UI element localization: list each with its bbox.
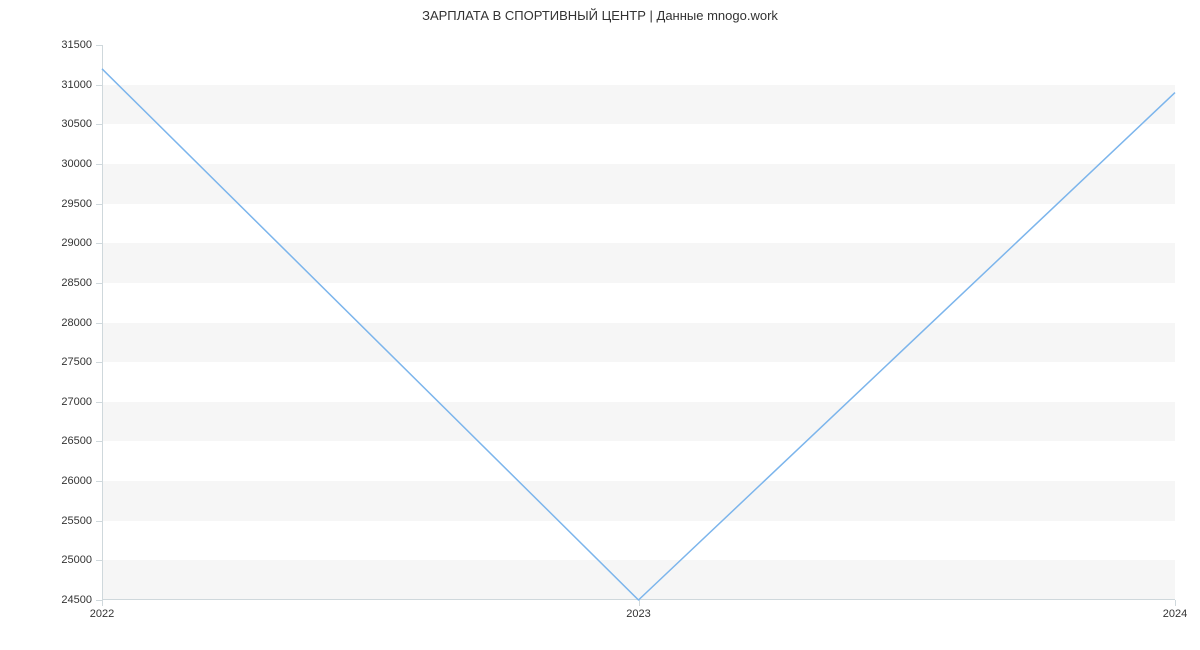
chart-title: ЗАРПЛАТА В СПОРТИВНЫЙ ЦЕНТР | Данные mno… [0,8,1200,23]
chart-area: 2450025000255002600026500270002750028000… [102,45,1175,600]
x-tick [102,600,103,606]
y-tick-label: 26500 [61,435,92,447]
y-tick-label: 25500 [61,515,92,527]
y-tick-label: 30000 [61,158,92,170]
x-tick [1175,600,1176,606]
y-tick-label: 25000 [61,554,92,566]
x-tick-label: 2024 [1163,608,1187,620]
y-tick-label: 24500 [61,594,92,606]
series-line [102,45,1175,600]
y-tick-label: 27000 [61,396,92,408]
y-tick-label: 26000 [61,475,92,487]
y-tick-label: 30500 [61,118,92,130]
y-tick-label: 29000 [61,237,92,249]
x-tick [639,600,640,606]
y-tick-label: 27500 [61,356,92,368]
x-tick-label: 2022 [90,608,114,620]
x-tick-label: 2023 [626,608,650,620]
y-tick-label: 28500 [61,277,92,289]
y-tick-label: 29500 [61,198,92,210]
y-tick-label: 31000 [61,79,92,91]
plot-area: 2450025000255002600026500270002750028000… [102,45,1175,600]
y-tick-label: 28000 [61,317,92,329]
y-tick-label: 31500 [61,39,92,51]
